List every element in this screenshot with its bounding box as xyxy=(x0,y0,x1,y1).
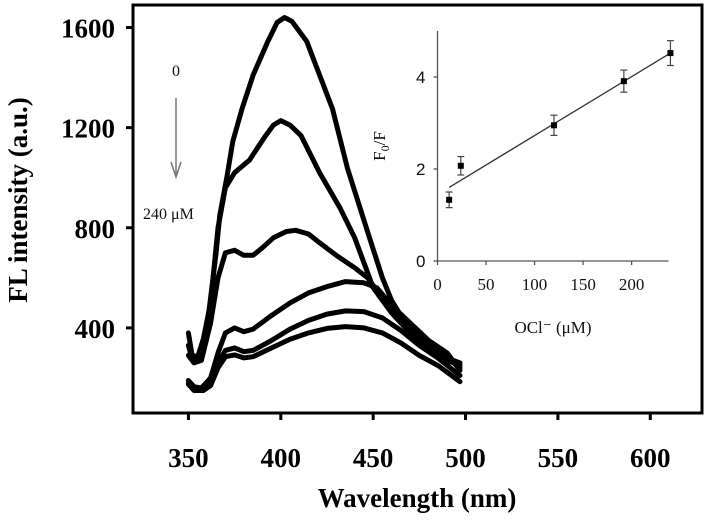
inset-x-tick-label: 0 xyxy=(433,275,442,294)
x-tick-label: 550 xyxy=(538,443,579,473)
square-marker xyxy=(446,196,453,203)
square-marker xyxy=(550,122,557,129)
inset-x-ticks: 0 50 100 150 200 xyxy=(433,261,644,294)
square-marker xyxy=(457,162,464,169)
inset-x-tick-label: 50 xyxy=(478,275,495,294)
main-plot-frame xyxy=(131,3,704,415)
inset-data-point xyxy=(445,191,453,209)
y-tick-label: 1200 xyxy=(61,114,115,144)
arrow-end-label: 240 μM xyxy=(143,206,194,223)
inset-y-title-sub: 0 xyxy=(378,145,392,151)
main-x-axis-title: Wavelength (nm) xyxy=(318,483,517,513)
y-tick-label: 800 xyxy=(75,214,116,244)
inset-y-axis-title: F0/F xyxy=(370,131,392,161)
main-x-ticks: 350 400 450 500 550 600 xyxy=(168,413,671,473)
y-tick-label: 400 xyxy=(75,314,116,344)
inset-x-tick-label: 200 xyxy=(619,275,645,294)
x-tick-label: 500 xyxy=(445,443,486,473)
inset-y-title-tail: /F xyxy=(370,131,389,145)
x-tick-label: 450 xyxy=(353,443,394,473)
inset-data-point xyxy=(550,114,558,137)
arrow-start-label: 0 xyxy=(172,63,180,80)
spectrum-curve-5 xyxy=(185,308,463,392)
down-arrow-icon xyxy=(170,98,182,180)
inset-plot: 0 50 100 150 200 024 OCl⁻ (μM) F0/F xyxy=(370,31,674,337)
x-tick-label: 350 xyxy=(168,443,209,473)
y-tick-label: 1600 xyxy=(61,14,115,44)
linear-fit-line xyxy=(448,52,671,188)
inset-y-tick-label: 2 xyxy=(416,160,425,179)
inset-y-tick-label: 0 xyxy=(416,252,425,271)
x-tick-label: 600 xyxy=(630,443,671,473)
square-marker xyxy=(667,50,674,57)
inset-y-tick-label: 4 xyxy=(416,68,425,87)
inset-data-point xyxy=(666,40,674,67)
main-y-ticks: 400 800 1200 1600 xyxy=(61,14,133,344)
inset-data-point xyxy=(457,155,465,176)
square-marker xyxy=(620,78,627,85)
inset-y-title-main: F xyxy=(370,151,389,160)
x-tick-label: 400 xyxy=(261,443,302,473)
spectrum-curve-6 xyxy=(185,324,463,393)
main-y-axis-title: FL intensity (a.u.) xyxy=(3,97,33,303)
spectrum-curve-4 xyxy=(185,279,463,391)
inset-data-point xyxy=(620,69,628,93)
inset-fit-line xyxy=(448,52,671,188)
inset-x-tick-label: 100 xyxy=(522,275,548,294)
inset-x-axis-title: OCl⁻ (μM) xyxy=(514,318,591,337)
inset-points xyxy=(445,40,674,209)
main-curves xyxy=(185,15,463,393)
inset-y-ticks: 0 2 4 xyxy=(416,68,438,271)
inset-x-tick-label: 150 xyxy=(570,275,596,294)
